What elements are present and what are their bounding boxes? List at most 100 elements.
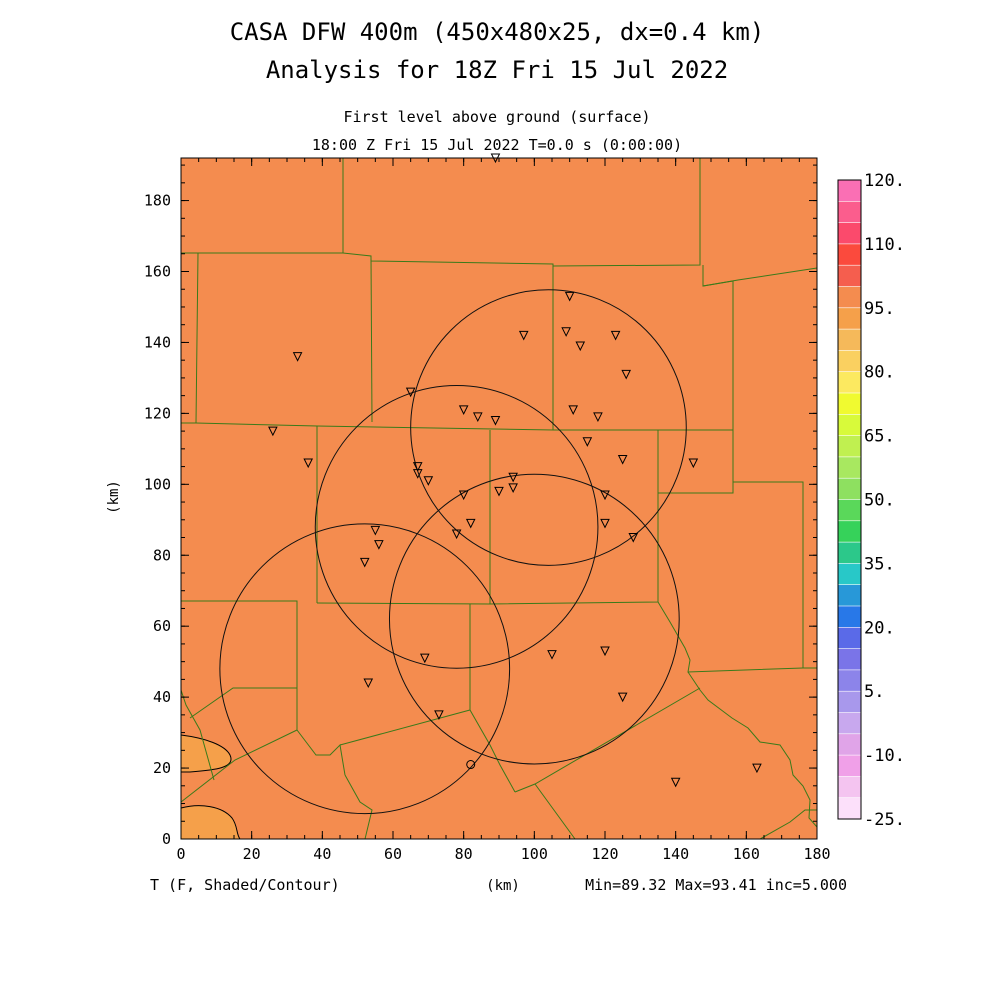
colorbar-swatch	[837, 392, 862, 416]
station-marker	[472, 412, 483, 423]
colorbar-label: 35.	[864, 554, 895, 574]
station-marker	[600, 646, 610, 657]
y-tick-label: 160	[144, 263, 171, 281]
station-marker	[582, 437, 593, 447]
colorbar-frame	[837, 179, 862, 820]
y-tick-label: 140	[144, 333, 171, 351]
station-marker	[610, 330, 621, 341]
colorbar-swatch	[837, 499, 862, 522]
x-tick-label: 20	[243, 845, 261, 863]
station-marker	[412, 469, 423, 479]
x-tick-label: 100	[521, 845, 548, 863]
colorbar-label: -10.	[864, 746, 905, 766]
y-axis: 0 20 40 60 80 100 120 140 160 180	[144, 164, 817, 848]
station-marker	[494, 486, 504, 497]
county-line	[687, 671, 818, 828]
station-marker	[363, 678, 374, 689]
colorbar-swatch	[837, 350, 862, 373]
station-marker	[561, 327, 571, 337]
station-marker	[451, 529, 462, 540]
colorbar-swatch	[837, 754, 862, 778]
level-label: First level above ground (surface)	[343, 108, 650, 126]
radar-ring	[219, 523, 511, 815]
colorbar-swatch	[837, 243, 862, 266]
colorbar-swatch	[837, 456, 862, 479]
colorbar-label: 20.	[864, 618, 895, 638]
colorbar-label: 95.	[864, 299, 895, 319]
station-marker	[359, 557, 370, 568]
county-line	[296, 729, 346, 776]
colorbar-label: 110.	[864, 235, 905, 255]
station-marker	[508, 483, 518, 493]
station-marker	[466, 760, 476, 770]
colorbar-swatch	[837, 222, 862, 245]
colorbar-swatch	[837, 371, 862, 394]
station-marker	[518, 330, 529, 341]
station-marker	[405, 387, 416, 398]
station-marker	[600, 490, 610, 501]
x-axis: 0 20 40 60 80 100 120 140 160 180	[176, 158, 831, 863]
y-axis-label: (km)	[106, 480, 122, 514]
county-line	[732, 430, 817, 669]
y-tick-label: 80	[153, 546, 171, 564]
y-tick-label: 100	[144, 475, 171, 493]
y-tick-label: 60	[153, 617, 171, 635]
radar-ring	[314, 385, 599, 669]
colorbar: 120. 110. 95. 80. 65. 50. 35. 20. 5. -10. -25.	[837, 171, 905, 830]
station-marker	[617, 692, 628, 703]
county-line	[759, 809, 817, 840]
county-line	[189, 687, 297, 719]
colorbar-swatch	[837, 477, 862, 501]
station-marker	[628, 533, 639, 543]
y-tick-label: 180	[144, 192, 171, 210]
variable-label: T (F, Shaded/Contour)	[150, 876, 340, 894]
colorbar-swatch	[837, 648, 862, 671]
colorbar-swatch	[837, 626, 862, 650]
x-tick-label: 40	[313, 845, 331, 863]
colorbar-swatch	[837, 690, 862, 714]
colorbar-label: 80.	[864, 363, 895, 383]
radar-ring	[410, 289, 687, 566]
station-marker	[564, 291, 575, 302]
colorbar-swatch	[837, 179, 862, 203]
station-marker	[568, 405, 579, 415]
colorbar-label: -25.	[864, 810, 905, 830]
county-line	[344, 774, 373, 840]
county-line	[339, 709, 516, 793]
station-markers	[268, 153, 762, 788]
station-marker	[617, 454, 628, 465]
county-line	[657, 601, 804, 673]
x-axis-label: (km)	[486, 878, 520, 894]
county-line	[534, 783, 576, 840]
chart-title: CASA DFW 400m (450x480x25, dx=0.4 km)	[230, 18, 765, 46]
x-tick-label: 120	[591, 845, 618, 863]
colorbar-swatch	[837, 669, 862, 693]
station-marker	[434, 710, 444, 720]
station-marker	[423, 476, 434, 486]
colorbar-label: 120.	[864, 171, 905, 191]
y-tick-label: 20	[153, 759, 171, 777]
y-tick-label: 120	[144, 404, 171, 422]
x-tick-label: 180	[803, 845, 830, 863]
station-marker	[593, 412, 603, 423]
colorbar-swatch	[837, 264, 862, 288]
x-tick-label: 0	[176, 845, 185, 863]
station-marker	[370, 525, 381, 536]
cooler-contour-region	[180, 734, 242, 840]
colorbar-label: 5.	[864, 682, 884, 702]
colorbar-swatch	[837, 563, 862, 586]
x-tick-label: 160	[733, 845, 760, 863]
colorbar-swatch	[837, 286, 862, 309]
station-marker	[508, 472, 518, 483]
station-marker	[621, 369, 632, 380]
stats-label: Min=89.32 Max=93.41 inc=5.000	[585, 876, 847, 894]
colorbar-label: 65.	[864, 427, 895, 447]
county-line	[180, 729, 298, 803]
county-line	[702, 267, 818, 287]
county-boundaries	[180, 158, 818, 840]
x-tick-label: 140	[662, 845, 689, 863]
county-line	[181, 600, 298, 730]
station-marker	[268, 426, 278, 437]
y-tick-label: 40	[153, 688, 171, 706]
